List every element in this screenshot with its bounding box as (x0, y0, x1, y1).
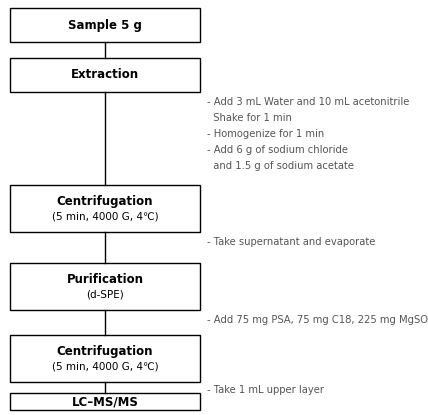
Text: Centrifugation: Centrifugation (57, 195, 153, 208)
Text: Shake for 1 min: Shake for 1 min (207, 113, 292, 123)
Text: - Take 1 mL upper layer: - Take 1 mL upper layer (207, 385, 324, 395)
Text: - Add 6 g of sodium chloride: - Add 6 g of sodium chloride (207, 145, 348, 155)
Bar (10, 393, 200, 410)
Text: (d-SPE): (d-SPE) (86, 290, 124, 300)
Bar (10, 8, 200, 42)
Text: and 1.5 g of sodium acetate: and 1.5 g of sodium acetate (207, 161, 354, 171)
Text: Centrifugation: Centrifugation (57, 345, 153, 358)
Text: Extraction: Extraction (71, 68, 139, 81)
Text: - Add 75 mg PSA, 75 mg C18, 225 mg MgSO₄: - Add 75 mg PSA, 75 mg C18, 225 mg MgSO₄ (207, 315, 428, 325)
Bar (10, 185, 200, 232)
Text: (5 min, 4000 G, 4℃): (5 min, 4000 G, 4℃) (52, 212, 158, 222)
Text: - Homogenize for 1 min: - Homogenize for 1 min (207, 129, 324, 139)
Bar (10, 58, 200, 92)
Text: Purification: Purification (66, 273, 143, 286)
Bar (10, 335, 200, 382)
Text: - Take supernatant and evaporate: - Take supernatant and evaporate (207, 237, 375, 247)
Text: (5 min, 4000 G, 4℃): (5 min, 4000 G, 4℃) (52, 361, 158, 371)
Text: - Add 3 mL Water and 10 mL acetonitrile: - Add 3 mL Water and 10 mL acetonitrile (207, 97, 409, 107)
Text: LC–MS/MS: LC–MS/MS (71, 395, 138, 408)
Text: Sample 5 g: Sample 5 g (68, 19, 142, 32)
Bar (10, 263, 200, 310)
